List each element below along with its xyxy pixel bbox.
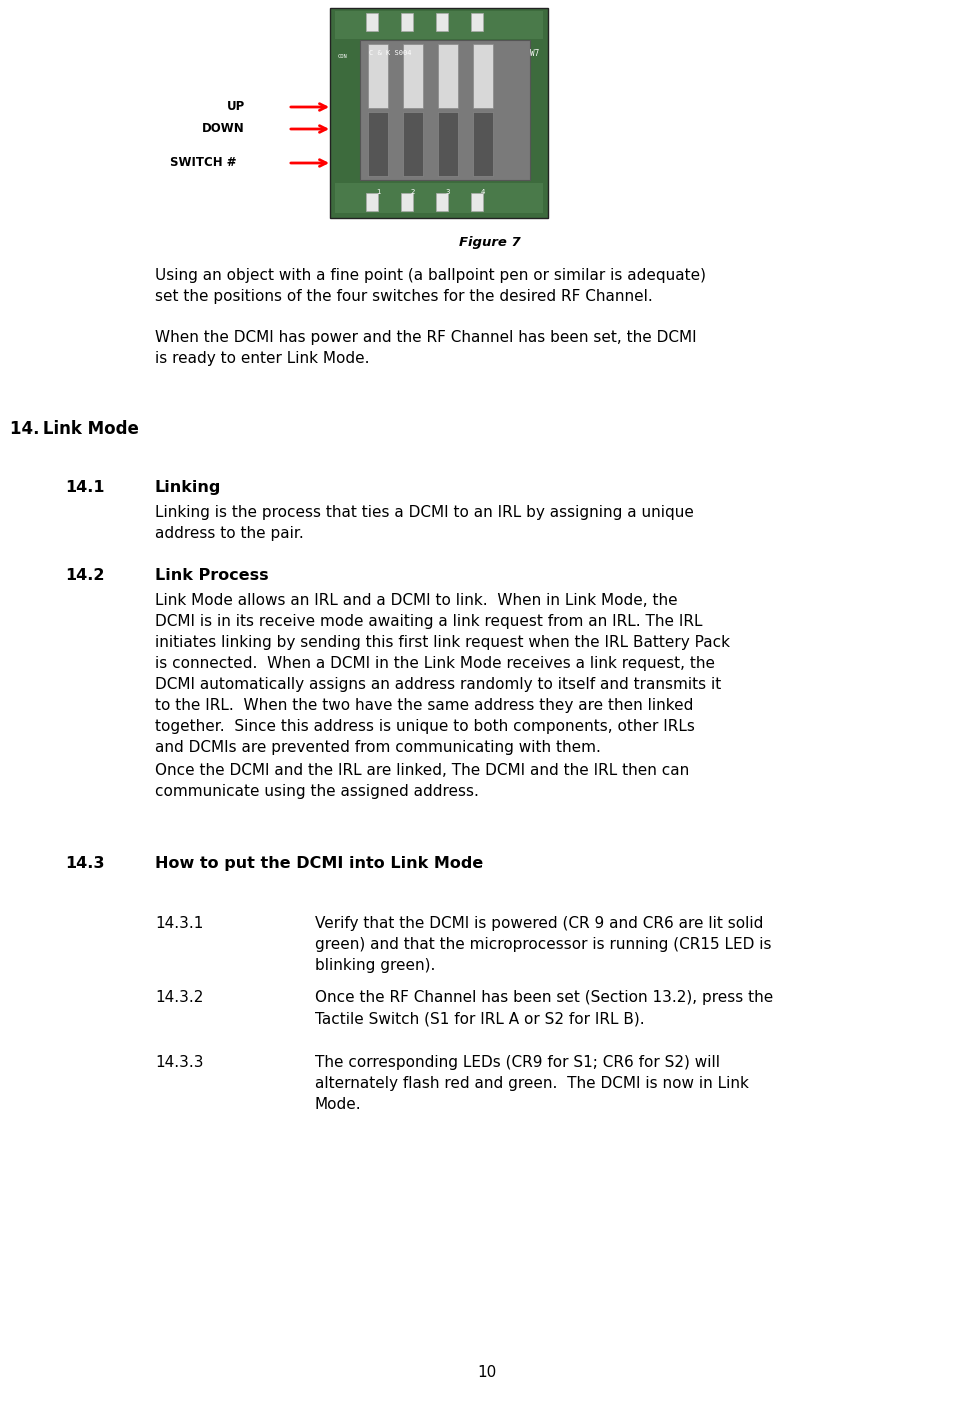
Bar: [403, 112, 423, 177]
Bar: [366, 13, 378, 31]
Text: DCMI automatically assigns an address randomly to itself and transmits it: DCMI automatically assigns an address ra…: [155, 677, 722, 692]
Bar: [401, 193, 413, 212]
Text: together.  Since this address is unique to both components, other IRLs: together. Since this address is unique t…: [155, 719, 694, 734]
Bar: [335, 184, 543, 213]
Bar: [366, 193, 378, 212]
Bar: [368, 112, 388, 177]
Text: 14.3.1: 14.3.1: [155, 916, 204, 932]
Text: and DCMIs are prevented from communicating with them.: and DCMIs are prevented from communicati…: [155, 740, 601, 755]
Text: DOWN: DOWN: [203, 122, 245, 136]
Text: 3: 3: [446, 189, 450, 195]
Text: When the DCMI has power and the RF Channel has been set, the DCMI: When the DCMI has power and the RF Chann…: [155, 331, 696, 345]
Text: 1: 1: [376, 189, 380, 195]
Text: Mode.: Mode.: [315, 1097, 361, 1112]
Text: green) and that the microprocessor is running (CR15 LED is: green) and that the microprocessor is ru…: [315, 937, 771, 953]
Text: CON: CON: [337, 53, 347, 59]
Text: 14.3: 14.3: [65, 856, 104, 871]
Text: DCMI is in its receive mode awaiting a link request from an IRL. The IRL: DCMI is in its receive mode awaiting a l…: [155, 614, 702, 629]
Text: Linking is the process that ties a DCMI to an IRL by assigning a unique: Linking is the process that ties a DCMI …: [155, 504, 693, 520]
Text: Figure 7: Figure 7: [459, 235, 521, 249]
Bar: [471, 193, 483, 212]
Text: Once the DCMI and the IRL are linked, The DCMI and the IRL then can: Once the DCMI and the IRL are linked, Th…: [155, 764, 690, 778]
Text: W7: W7: [530, 49, 540, 57]
Text: address to the pair.: address to the pair.: [155, 525, 304, 541]
Text: is connected.  When a DCMI in the Link Mode receives a link request, the: is connected. When a DCMI in the Link Mo…: [155, 656, 715, 671]
Text: C & K S004: C & K S004: [369, 50, 411, 56]
Bar: [401, 13, 413, 31]
Bar: [436, 193, 448, 212]
Text: 14.1: 14.1: [65, 481, 104, 495]
Text: 10: 10: [477, 1365, 497, 1380]
Text: 14.3.3: 14.3.3: [155, 1055, 204, 1070]
Bar: [368, 43, 388, 108]
Text: set the positions of the four switches for the desired RF Channel.: set the positions of the four switches f…: [155, 289, 653, 304]
Text: Link Mode allows an IRL and a DCMI to link.  When in Link Mode, the: Link Mode allows an IRL and a DCMI to li…: [155, 593, 678, 608]
Text: 2: 2: [411, 189, 415, 195]
Text: Linking: Linking: [155, 481, 221, 495]
Bar: [471, 13, 483, 31]
Text: alternately flash red and green.  The DCMI is now in Link: alternately flash red and green. The DCM…: [315, 1076, 749, 1091]
Text: UP: UP: [227, 101, 245, 113]
Bar: [403, 43, 423, 108]
Bar: [473, 112, 493, 177]
Text: Link Process: Link Process: [155, 567, 269, 583]
Text: Using an object with a fine point (a ballpoint pen or similar is adequate): Using an object with a fine point (a bal…: [155, 268, 706, 283]
Bar: [335, 11, 543, 39]
Bar: [438, 43, 458, 108]
Bar: [436, 13, 448, 31]
Text: The corresponding LEDs (CR9 for S1; CR6 for S2) will: The corresponding LEDs (CR9 for S1; CR6 …: [315, 1055, 720, 1070]
Bar: [438, 112, 458, 177]
Text: Once the RF Channel has been set (Section 13.2), press the: Once the RF Channel has been set (Sectio…: [315, 991, 773, 1005]
Text: initiates linking by sending this first link request when the IRL Battery Pack: initiates linking by sending this first …: [155, 635, 730, 650]
Text: How to put the DCMI into Link Mode: How to put the DCMI into Link Mode: [155, 856, 483, 871]
Text: 4: 4: [481, 189, 485, 195]
Text: SWITCH #: SWITCH #: [170, 157, 237, 170]
Bar: [473, 43, 493, 108]
Bar: [330, 8, 548, 219]
Text: 14. Link Mode: 14. Link Mode: [10, 420, 139, 439]
Text: blinking green).: blinking green).: [315, 958, 435, 974]
Text: communicate using the assigned address.: communicate using the assigned address.: [155, 785, 479, 799]
Text: 14.2: 14.2: [65, 567, 104, 583]
Text: 14.3.2: 14.3.2: [155, 991, 204, 1005]
Text: Tactile Switch (S1 for IRL A or S2 for IRL B).: Tactile Switch (S1 for IRL A or S2 for I…: [315, 1012, 645, 1026]
Text: to the IRL.  When the two have the same address they are then linked: to the IRL. When the two have the same a…: [155, 698, 693, 713]
Bar: [360, 41, 530, 179]
Text: is ready to enter Link Mode.: is ready to enter Link Mode.: [155, 352, 369, 366]
Text: Verify that the DCMI is powered (CR 9 and CR6 are lit solid: Verify that the DCMI is powered (CR 9 an…: [315, 916, 764, 932]
